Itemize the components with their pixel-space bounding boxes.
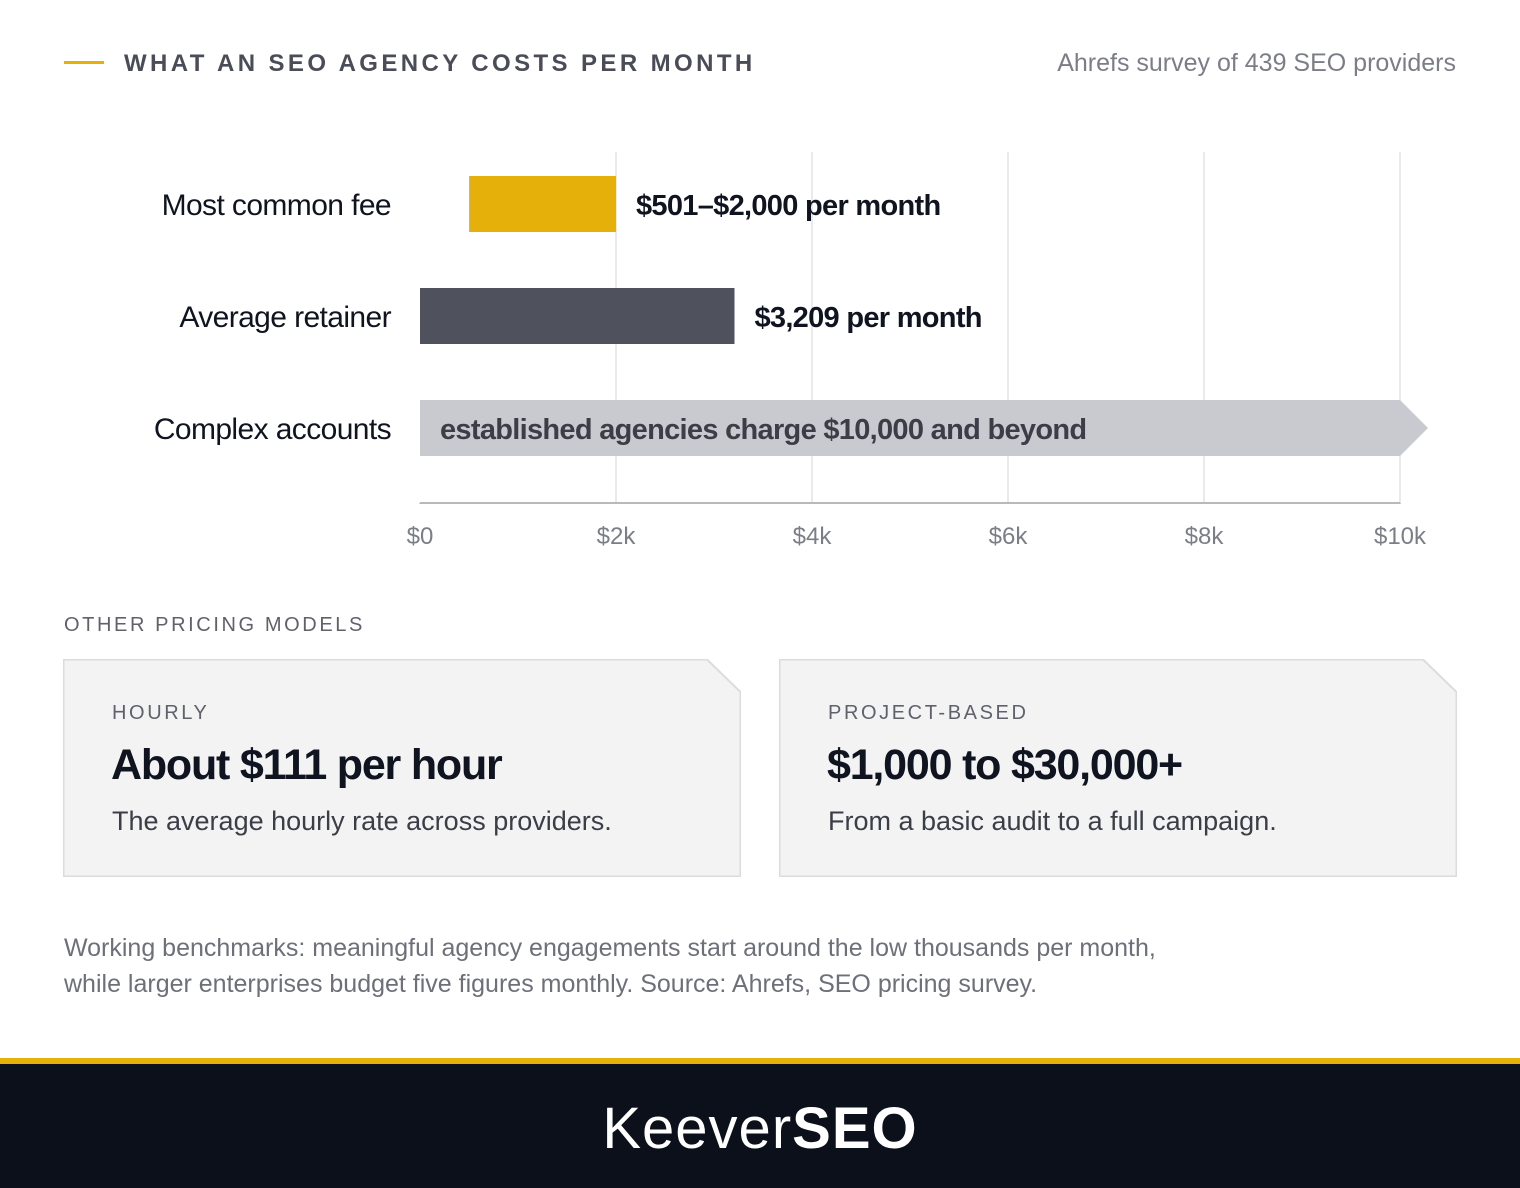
footer-bar: KeeverSEO (0, 1058, 1520, 1188)
x-tick-label: $0 (407, 523, 434, 550)
bar-average-retainer (420, 288, 735, 344)
footnote: Working benchmarks: meaningful agency en… (64, 930, 1364, 1002)
project-based-card: PROJECT-BASED $1,000 to $30,000+ From a … (779, 659, 1457, 877)
card-eyebrow: HOURLY (112, 702, 210, 724)
card-description: The average hourly rate across providers… (112, 806, 612, 836)
x-tick-label: $4k (793, 523, 833, 550)
hourly-card: HOURLY About $111 per hour The average h… (63, 659, 741, 877)
chart-source: Ahrefs survey of 439 SEO providers (1057, 49, 1456, 77)
x-tick-label: $8k (1185, 523, 1225, 550)
category-label: Most common fee (162, 189, 391, 222)
card-value: $1,000 to $30,000+ (827, 741, 1183, 789)
cost-bar-chart: $0 $2k $4k $6k $8k $10k Most common fee $501–$… (154, 152, 1428, 550)
chart-title: WHAT AN SEO AGENCY COSTS PER MONTH (124, 50, 756, 77)
bar-labels: Most common fee $501–$2,000 per month Aver… (154, 189, 1087, 446)
card-description: From a basic audit to a full campaign. (828, 806, 1277, 836)
bars (420, 176, 1428, 456)
card-background (779, 659, 1457, 877)
logo-bold-text: SEO (792, 1096, 918, 1161)
card-value: About $111 per hour (111, 741, 503, 789)
card-eyebrow: PROJECT-BASED (828, 702, 1029, 724)
bar-value-label: $501–$2,000 per month (636, 190, 940, 222)
bar-complex-accounts (420, 400, 1428, 456)
category-label: Average retainer (179, 301, 391, 334)
category-label: Complex accounts (154, 413, 391, 446)
x-tick-label: $2k (597, 523, 637, 550)
x-axis: $0 $2k $4k $6k $8k $10k (407, 502, 1427, 550)
footnote-line-2: while larger enterprises budget five fig… (64, 970, 1038, 998)
x-tick-label: $10k (1374, 523, 1427, 550)
bar-value-label: $3,209 per month (754, 302, 981, 334)
x-tick-label: $6k (989, 523, 1029, 550)
logo-light-text: Keever (602, 1096, 793, 1161)
other-models-label: OTHER PRICING MODELS (64, 614, 365, 636)
footnote-line-1: Working benchmarks: meaningful agency en… (64, 934, 1156, 962)
card-background (63, 659, 741, 877)
keeverseo-logo: KeeverSEO (0, 1094, 1520, 1164)
bar-most-common-fee (469, 176, 616, 232)
header-accent-rule (64, 61, 104, 64)
bar-value-label: established agencies charge $10,000 and … (440, 414, 1086, 446)
